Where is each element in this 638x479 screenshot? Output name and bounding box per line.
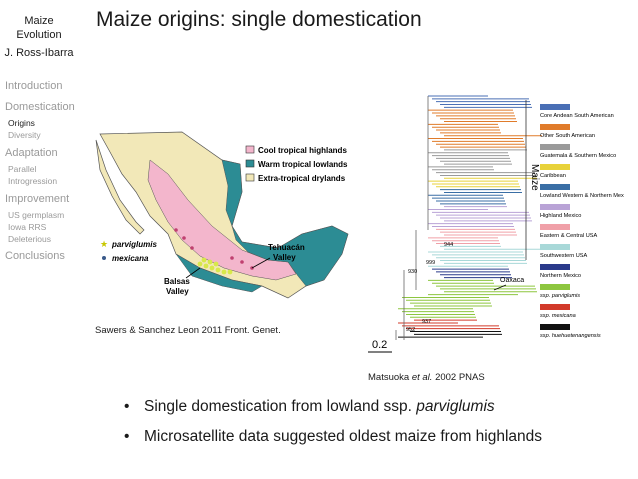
tree-legend-swatch [540, 124, 570, 130]
label-balsas-valley: Valley [166, 287, 189, 296]
sidebar-item-introduction[interactable]: Introduction [5, 80, 63, 92]
sidebar-item-conclusions[interactable]: Conclusions [5, 250, 65, 262]
symbol-label-parviglumis: parviglumis [111, 240, 157, 249]
tree-legend-swatch [540, 284, 570, 290]
bullet-text-2: Microsatellite data suggested oldest mai… [144, 428, 543, 445]
bullet-italic-1: parviglumis [416, 398, 495, 415]
label-tehuacan: Tehuacán [268, 243, 305, 252]
legend-swatch-drylands [245, 173, 255, 182]
tehuacan-pointer [251, 257, 271, 269]
sidebar: Maize Evolution J. Ross-Ibarra Introduct… [0, 0, 78, 479]
sidebar-subitem-origins[interactable]: Origins [8, 118, 35, 128]
tree-legend-label: Eastern & Central USA [540, 233, 597, 239]
tree-legend-label: Caribbean [540, 173, 566, 179]
symbol-label-mexicana: mexicana [112, 254, 149, 263]
scale-bar-label: 0.2 [372, 339, 387, 351]
tree-legend-label: Highland Mexico [540, 213, 581, 219]
tree-legend-swatch [540, 304, 570, 310]
label-oaxaca: Oaxaca [500, 277, 524, 284]
tree-legend-label: Core Andean South American [540, 113, 614, 119]
sidebar-subitem-iowa-rrs[interactable]: Iowa RRS [8, 222, 47, 232]
bullet-item-1: • Single domestication from lowland ssp. … [124, 398, 495, 416]
node-label-952: 952 [406, 327, 415, 333]
sidebar-item-adaptation[interactable]: Adaptation [5, 147, 58, 159]
map-baja [95, 139, 145, 235]
label-maize: Maize [529, 164, 540, 191]
right-caption-source: 2002 PNAS [432, 372, 485, 383]
map-lowlands-gulf [221, 159, 243, 227]
tree-legend-label: Lowland Western & Northern Mexico [540, 193, 624, 199]
sidebar-item-improvement[interactable]: Improvement [5, 193, 70, 205]
sidebar-subitem-deleterious[interactable]: Deleterious [8, 234, 51, 244]
right-caption-etal: et al. [411, 372, 433, 383]
sidebar-title[interactable]: Maize Evolution [0, 14, 78, 42]
tree-legend-swatch [540, 144, 570, 150]
bullet-dot: • [124, 398, 130, 415]
tree-legend-label: Northern Mexico [540, 273, 581, 279]
bullet-dot: • [124, 428, 130, 445]
legend-label-highlands: Cool tropical highlands [258, 146, 347, 155]
star-icon: ★ [100, 240, 108, 250]
tree-legend-label: Southwestern USA [540, 253, 588, 259]
left-figure-caption: Sawers & Sanchez Leon 2011 Front. Genet. [95, 325, 281, 336]
mexico-map-figure: Cool tropical highlands Warm tropical lo… [92, 130, 354, 312]
tree-legend-label: Other South American [540, 133, 595, 139]
node-label-930: 930 [408, 269, 417, 275]
map-lowlands-pacific [175, 253, 263, 293]
tree-legend-swatch [540, 324, 570, 330]
node-label-937: 937 [422, 319, 431, 325]
legend-label-lowlands: Warm tropical lowlands [258, 160, 348, 169]
right-figure-caption: Matsuoka et al. 2002 PNAS [368, 372, 485, 383]
label-tehuacan-valley: Valley [273, 253, 296, 262]
tree-legend-swatch [540, 184, 570, 190]
tree-legend-label: Guatemala & Southern Mexico [540, 153, 616, 159]
sidebar-item-domestication[interactable]: Domestication [5, 101, 75, 113]
sidebar-subitem-diversity[interactable]: Diversity [8, 130, 41, 140]
tree-legend-swatch [540, 244, 570, 250]
tree-legend-swatch [540, 264, 570, 270]
tree-legend-swatch [540, 224, 570, 230]
right-caption-author: Matsuoka [368, 372, 412, 383]
bullet-text-1: Single domestication from lowland ssp. [144, 398, 417, 415]
phylogeny-figure: 0.2 944 999 930 937 952 Oaxaca Maize Cor… [366, 90, 624, 358]
map-lowlands [231, 225, 349, 287]
tree-legend-swatch [540, 164, 570, 170]
legend-swatch-lowlands [245, 159, 255, 168]
sidebar-subitem-us-germplasm[interactable]: US germplasm [8, 210, 65, 220]
sidebar-title-line1: Maize [24, 15, 54, 27]
map-parviglumis-points [197, 257, 233, 275]
node-label-944: 944 [444, 242, 453, 248]
legend-swatch-highlands [245, 145, 255, 154]
sidebar-author[interactable]: J. Ross-Ibarra [4, 47, 74, 59]
tree-legend-swatch [540, 204, 570, 210]
tree-legend-swatch [540, 104, 570, 110]
dot-icon [102, 256, 106, 260]
bullet-item-2: • Microsatellite data suggested oldest ma… [124, 428, 542, 446]
slide-title: Maize origins: single domestication [96, 8, 422, 31]
tree-legend-label: ssp. parviglumis [540, 293, 580, 299]
sidebar-subitem-introgression[interactable]: Introgression [8, 176, 58, 186]
label-balsas: Balsas [164, 277, 190, 286]
sidebar-subitem-parallel[interactable]: Parallel [8, 164, 37, 174]
balsas-pointer [185, 267, 201, 279]
map-highlands [147, 159, 297, 281]
tree-legend: Core Andean South American Other South Am… [540, 104, 624, 339]
tree-branches [395, 95, 542, 340]
legend-label-drylands: Extra-tropical drylands [258, 174, 346, 183]
sidebar-title-line2: Evolution [16, 29, 62, 41]
tree-legend-label: ssp. mexicana [540, 313, 576, 319]
oaxaca-pointer [493, 284, 507, 291]
tree-legend-label: ssp. huehuetenangensis [540, 333, 601, 339]
map-mexicana-points [174, 228, 254, 270]
node-label-999: 999 [426, 260, 435, 266]
